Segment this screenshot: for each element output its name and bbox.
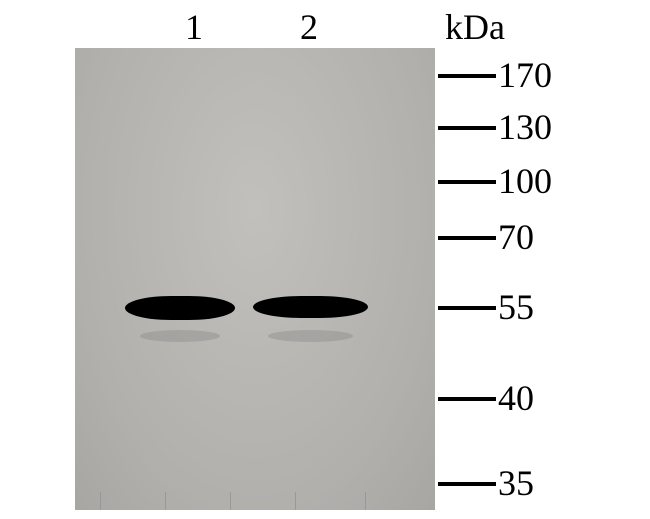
lane-label-2: 2 [300, 6, 318, 48]
unit-label: kDa [445, 6, 505, 48]
marker-label-70: 70 [498, 216, 534, 258]
marker-label-35: 35 [498, 462, 534, 504]
lane-label-1: 1 [185, 6, 203, 48]
marker-label-130: 130 [498, 106, 552, 148]
marker-tick-100 [438, 180, 496, 184]
band-lane1-faint [140, 330, 220, 342]
band-lane2-main [253, 296, 368, 318]
marker-tick-40 [438, 397, 496, 401]
bottom-tick-2 [165, 492, 166, 510]
bottom-tick-5 [365, 492, 366, 510]
marker-tick-170 [438, 74, 496, 78]
marker-tick-130 [438, 126, 496, 130]
blot-shading [75, 48, 435, 510]
band-lane1-main [125, 296, 235, 320]
marker-label-55: 55 [498, 286, 534, 328]
marker-label-170: 170 [498, 54, 552, 96]
marker-label-100: 100 [498, 160, 552, 202]
band-lane2-faint [268, 330, 353, 342]
bottom-tick-3 [230, 492, 231, 510]
marker-tick-35 [438, 482, 496, 486]
marker-label-40: 40 [498, 377, 534, 419]
bottom-tick-1 [100, 492, 101, 510]
marker-tick-55 [438, 306, 496, 310]
marker-tick-70 [438, 236, 496, 240]
bottom-tick-4 [295, 492, 296, 510]
blot-membrane [75, 48, 435, 510]
